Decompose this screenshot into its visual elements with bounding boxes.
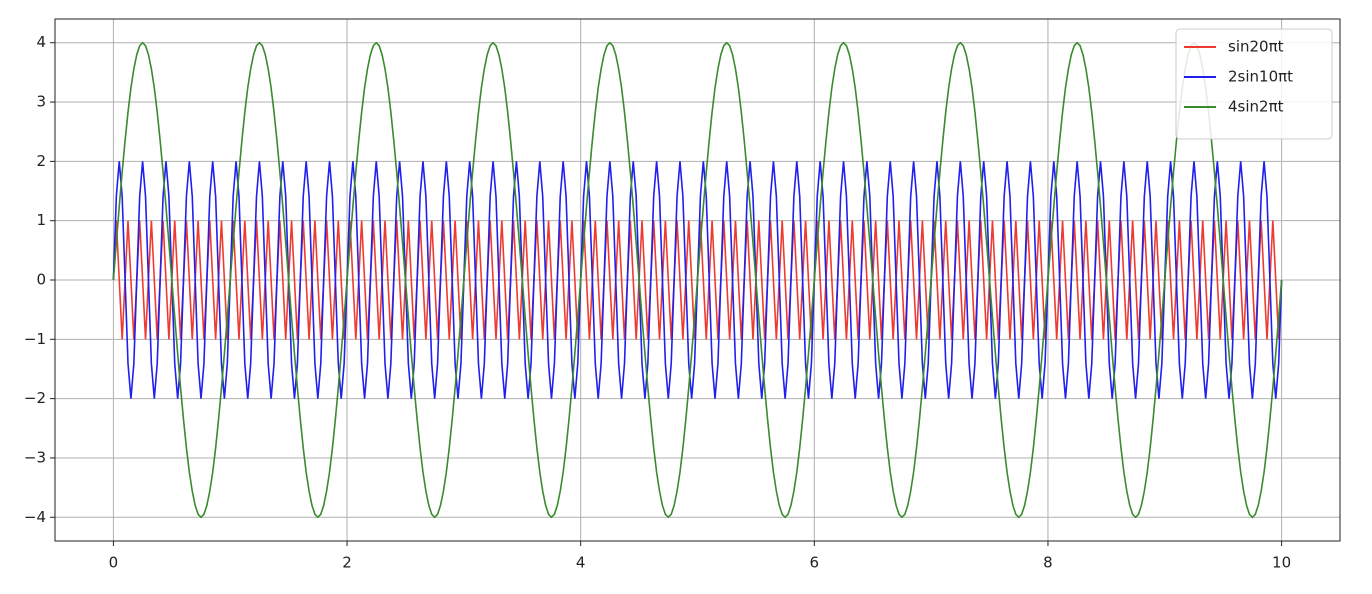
x-tick-label: 4 <box>576 554 586 572</box>
legend-label: sin20πt <box>1228 38 1284 56</box>
x-tick-label: 8 <box>1043 554 1053 572</box>
legend-label: 4sin2πt <box>1228 98 1284 116</box>
y-tick-label: −3 <box>24 448 46 466</box>
x-tick-label: 6 <box>810 554 820 572</box>
line-series <box>112 41 1283 519</box>
y-tick-label: −2 <box>24 389 46 407</box>
y-tick-label: 4 <box>36 33 46 51</box>
plot-frame <box>54 18 1341 542</box>
y-tick-label: 1 <box>36 211 46 229</box>
x-tick-label: 10 <box>1272 554 1291 572</box>
legend: sin20πt 2sin10πt 4sin2πt <box>1175 28 1333 140</box>
y-tick-label: 2 <box>36 152 46 170</box>
y-tick-label: 0 <box>36 271 46 289</box>
x-tick-label: 2 <box>342 554 352 572</box>
legend-label: 2sin10πt <box>1228 68 1293 86</box>
y-tick-label: −4 <box>24 508 46 526</box>
y-tick-label: −1 <box>24 330 46 348</box>
legend-frame <box>1175 28 1333 140</box>
y-tick-label: 3 <box>36 93 46 111</box>
x-tick-label: 0 <box>109 554 119 572</box>
